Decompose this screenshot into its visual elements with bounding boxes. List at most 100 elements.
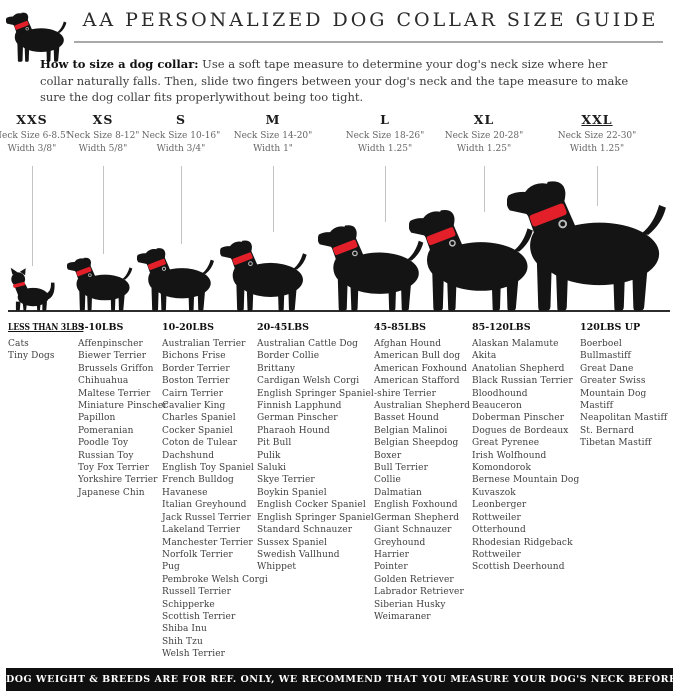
- breed-name: Belgian Sheepdog: [374, 438, 459, 449]
- dog-silhouette-icon: [67, 255, 134, 311]
- neck-size-range: Neck Size 20-28": [444, 131, 524, 141]
- breed-name: Cavalier King: [162, 401, 226, 412]
- collar-width: Width 3/4": [156, 144, 206, 154]
- size-column-m: M Neck Size 14-20" Width 1": [218, 112, 328, 154]
- breed-name: Welsh Terrier: [162, 649, 226, 660]
- breed-name: Alaskan Malamute: [472, 339, 559, 349]
- breed-name: American Stafford: [374, 376, 460, 387]
- breed-name: Skye Terrier: [257, 475, 315, 486]
- breed-name: Afghan Hound: [374, 339, 442, 349]
- breed-name: Collie: [374, 475, 401, 486]
- size-label: XL: [473, 112, 495, 127]
- size-column-xxl: XXL Neck Size 22-30" Width 1.25": [542, 112, 652, 154]
- pointer-line: [484, 166, 485, 212]
- breed-name: Shih Tzu: [162, 636, 203, 647]
- breed-name: Pit Bull: [257, 438, 292, 449]
- breed-name: Russian Toy: [78, 450, 134, 461]
- breed-name: Chihuahua: [78, 376, 129, 387]
- breed-name: Manchester Terrier: [162, 537, 253, 548]
- size-label: M: [265, 112, 281, 127]
- breed-name: Yorkshire Terrier: [78, 475, 158, 486]
- size-column-l: L Neck Size 18-26" Width 1.25": [330, 112, 440, 154]
- breed-name: Boston Terrier: [162, 376, 230, 387]
- dog-silhouette-icon: [137, 245, 216, 311]
- breed-name: Charles Spaniel: [162, 413, 236, 424]
- breed-name: Cocker Spaniel: [162, 425, 233, 436]
- collar-width: Width 5/8": [78, 144, 128, 154]
- breed-name: Otterhound: [472, 525, 526, 536]
- breed-name: Poodle Toy: [78, 438, 129, 449]
- breed-name: Coton de Tulear: [162, 438, 238, 449]
- weight-range-label: 120LBS UP: [580, 322, 641, 333]
- size-label: XXS: [16, 112, 48, 127]
- ground-line: [8, 310, 670, 312]
- footer-disclaimer-bar: DOG WEIGHT & BREEDS ARE FOR REF. ONLY, W…: [6, 668, 679, 691]
- weight-group-column-7: 120LBS UP Boerboel Bullmastiff Great Dane Gr…: [580, 322, 667, 450]
- breed-name: Border Collie: [257, 351, 320, 362]
- breed-name: Boykin Spaniel: [257, 487, 327, 498]
- breed-name: Golden Retriever: [374, 574, 454, 585]
- breed-name: Saluki: [257, 463, 287, 474]
- breed-name: Sussex Spaniel: [257, 537, 328, 548]
- breed-name: Standard Schnauzer: [257, 525, 353, 536]
- breed-name: Affenpinscher: [78, 339, 143, 349]
- breed-name: Great Pyrenee: [472, 438, 540, 449]
- breed-name: Australian Shepherd: [374, 401, 471, 412]
- breed-name: Mountain Dog: [580, 388, 647, 399]
- pointer-line: [273, 166, 274, 232]
- breed-name: Australian Terrier: [162, 339, 246, 349]
- breed-name: Pulik: [257, 450, 281, 461]
- breed-name: Greyhound: [374, 537, 426, 548]
- breed-name: German Pinscher: [257, 413, 338, 424]
- breed-name: Siberian Husky: [374, 599, 446, 610]
- breed-name: Rottweiler: [472, 512, 521, 523]
- breed-name: Mastiff: [580, 401, 614, 412]
- size-column-xxs: XXS Neck Size 6-8.5" Width 3/8": [0, 112, 87, 154]
- size-column-s: S Neck Size 10-16" Width 3/4": [126, 112, 236, 154]
- page-title: AA PERSONALIZED DOG COLLAR SIZE GUIDE: [82, 9, 659, 31]
- breed-name: Cats: [8, 339, 29, 349]
- breed-name: Great Dane: [580, 363, 634, 374]
- breed-name: Beauceron: [472, 401, 522, 412]
- weight-group-column-4: 20-45LBS Australian Cattle Dog Border Coll…: [257, 322, 374, 574]
- cat-silhouette-icon: [9, 267, 55, 311]
- size-column-xl: XL Neck Size 20-28" Width 1.25": [429, 112, 539, 154]
- breed-name: Cardigan Welsh Corgi: [257, 376, 360, 387]
- breed-name: Russell Terrier: [162, 587, 231, 598]
- breed-name: Bullmastiff: [580, 351, 631, 362]
- breed-name: Norfolk Terrier: [162, 549, 233, 560]
- breed-name: Giant Schnauzer: [374, 525, 452, 536]
- breed-name: Rhodesian Ridgeback: [472, 537, 573, 548]
- footer-disclaimer-text: DOG WEIGHT & BREEDS ARE FOR REF. ONLY, W…: [6, 674, 679, 685]
- breed-name: Lakeland Terrier: [162, 525, 241, 536]
- breed-name: Tibetan Mastiff: [580, 438, 652, 449]
- breed-name: American Bull dog: [374, 351, 461, 362]
- breed-name: Toy Fox Terrier: [78, 463, 150, 474]
- breed-name: Pomeranian: [78, 425, 134, 436]
- breed-name: Pointer: [374, 562, 408, 573]
- collar-width: Width 1.25": [357, 144, 413, 154]
- breed-name: Italian Greyhound: [162, 500, 247, 511]
- pointer-line: [385, 166, 386, 222]
- breed-name: Schipperke: [162, 599, 215, 610]
- neck-size-range: Neck Size 6-8.5": [0, 131, 70, 141]
- weight-range-label: 45-85LBS: [374, 322, 426, 333]
- breed-name: Papillon: [78, 413, 116, 424]
- breed-name: Weimaraner: [374, 611, 431, 622]
- collar-width: Width 3/8": [7, 144, 57, 154]
- breed-name: Leonberger: [472, 500, 527, 511]
- breed-name: Irish Wolfhound: [472, 450, 547, 461]
- breed-name: Whippet: [257, 562, 297, 573]
- collar-width: Width 1.25": [569, 144, 625, 154]
- breed-name: Shiba Inu: [162, 624, 207, 635]
- breed-name: Biewer Terrier: [78, 351, 147, 362]
- breed-name: Havanese: [162, 487, 208, 498]
- breed-name: English Toy Spaniel: [162, 463, 254, 474]
- breed-name: Maltese Terrier: [78, 388, 151, 399]
- size-label: S: [175, 112, 187, 127]
- breed-name: Scottish Terrier: [162, 611, 236, 622]
- breed-name: Swedish Vallhund: [257, 549, 340, 560]
- breed-name: -shire Terrier: [374, 388, 436, 399]
- pointer-line: [181, 166, 182, 244]
